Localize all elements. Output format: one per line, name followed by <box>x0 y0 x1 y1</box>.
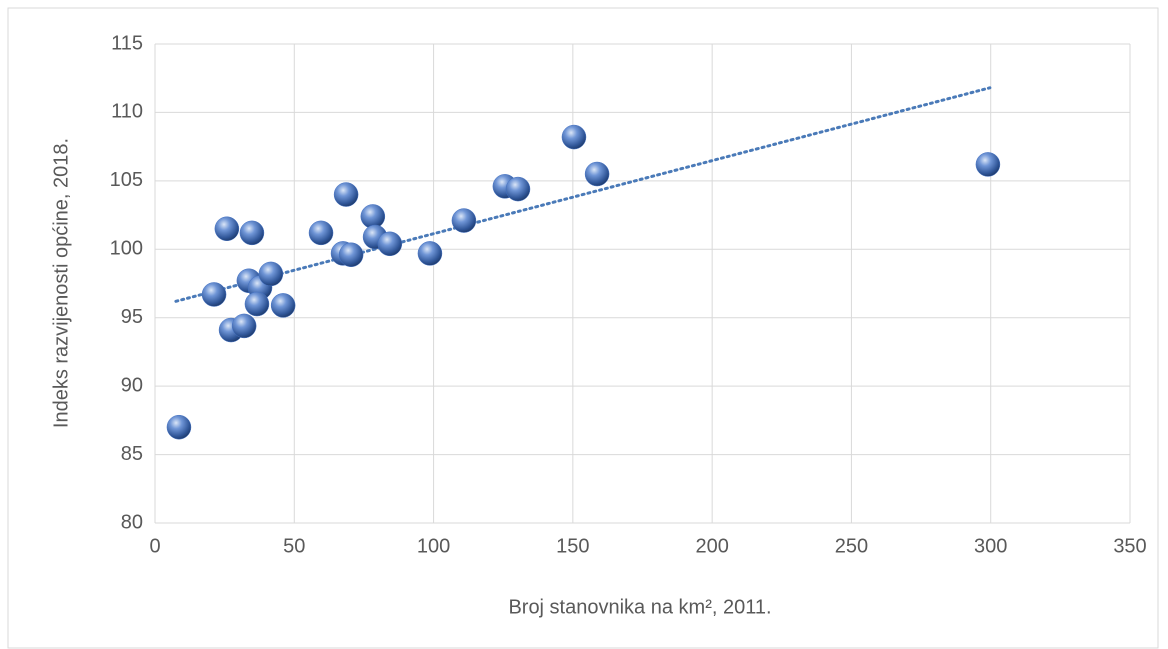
point <box>360 204 386 229</box>
x-tick-label: 150 <box>556 535 589 557</box>
chart-frame <box>7 7 1159 649</box>
point <box>270 293 296 318</box>
y-tick-label: 115 <box>111 32 143 54</box>
x-tick-label: 300 <box>974 535 1007 557</box>
y-tick-label: 105 <box>110 169 143 191</box>
point <box>214 216 240 242</box>
y-tick-label: 90 <box>121 374 143 396</box>
point <box>166 414 192 440</box>
x-tick-label: 50 <box>283 535 305 557</box>
point <box>333 182 359 207</box>
point <box>505 176 531 202</box>
x-axis-label: Broj stanovnika na km², 2011. <box>508 596 771 618</box>
point <box>201 282 227 307</box>
x-tick-label: 250 <box>835 535 868 557</box>
y-tick-label: 80 <box>121 511 143 533</box>
x-tick-label: 350 <box>1113 535 1146 557</box>
trendline <box>174 86 992 303</box>
y-tick-label: 100 <box>110 238 143 260</box>
point <box>561 124 587 150</box>
point <box>244 291 270 317</box>
y-tick-label: 95 <box>121 306 143 328</box>
y-axis-label: Indeks razvijenosti općine, 2018. <box>50 138 72 428</box>
x-tick-label: 0 <box>149 535 160 557</box>
point <box>377 231 403 257</box>
point <box>451 208 477 233</box>
y-tick-label: 85 <box>121 443 143 465</box>
point <box>258 261 284 287</box>
point <box>308 220 334 246</box>
y-tick-label: 110 <box>111 101 143 123</box>
point <box>338 242 364 268</box>
x-tick-label: 100 <box>417 535 450 557</box>
x-tick-label: 200 <box>695 535 728 557</box>
point <box>975 152 1001 177</box>
point <box>417 241 443 266</box>
point <box>239 220 265 246</box>
point <box>584 161 610 187</box>
point <box>231 313 257 339</box>
